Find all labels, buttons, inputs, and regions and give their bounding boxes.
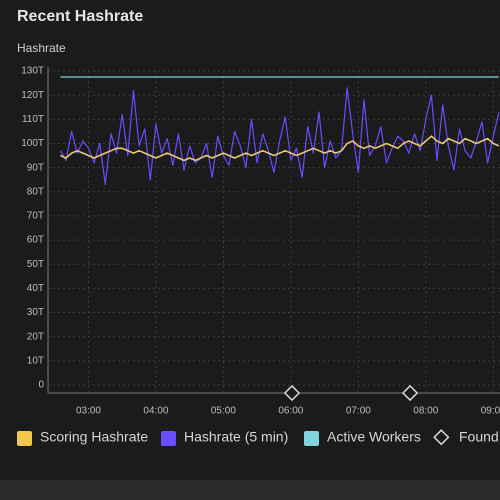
chart-title: Recent Hashrate — [17, 8, 143, 25]
legend-label: Found Blocks — [459, 429, 500, 445]
y-tick-label: 60T — [27, 235, 44, 246]
x-tick-label: 07:00 — [346, 406, 371, 417]
y-tick-label: 0 — [38, 380, 44, 391]
found-block-marker — [401, 384, 419, 402]
x-tick-label: 05:00 — [211, 406, 236, 417]
series-line — [60, 135, 500, 162]
y-tick-label: 110T — [22, 114, 44, 125]
y-tick-label: 70T — [27, 211, 44, 222]
y-axis-label: Hashrate — [17, 41, 66, 55]
legend-label: Hashrate (5 min) — [184, 429, 288, 445]
y-tick-label: 50T — [27, 259, 44, 270]
legend-label: Scoring Hashrate — [40, 429, 148, 445]
y-tick-label: 20T — [27, 331, 44, 342]
y-tick-label: 120T — [21, 90, 44, 101]
y-tick-label: 100T — [21, 138, 44, 149]
y-tick-label: 90T — [27, 162, 44, 173]
legend-marker — [433, 429, 450, 446]
y-tick-label: 10T — [27, 355, 44, 366]
y-tick-label: 130T — [21, 66, 44, 77]
x-tick-label: 08:00 — [413, 406, 438, 417]
y-tick-label: 80T — [27, 186, 44, 197]
found-block-marker — [283, 384, 301, 402]
x-tick-label: 09:00 — [481, 406, 500, 417]
y-tick-label: 30T — [27, 307, 44, 318]
legend-marker — [304, 431, 319, 446]
x-tick-label: 04:00 — [143, 406, 168, 417]
y-tick-label: 40T — [27, 283, 44, 294]
series-line — [59, 87, 500, 186]
legend-marker — [17, 431, 32, 446]
legend-label: Active Workers — [327, 429, 421, 445]
x-tick-label: 03:00 — [76, 406, 101, 417]
footer-bar — [0, 480, 500, 500]
x-tick-label: 06:00 — [278, 406, 303, 417]
legend-marker — [161, 431, 176, 446]
